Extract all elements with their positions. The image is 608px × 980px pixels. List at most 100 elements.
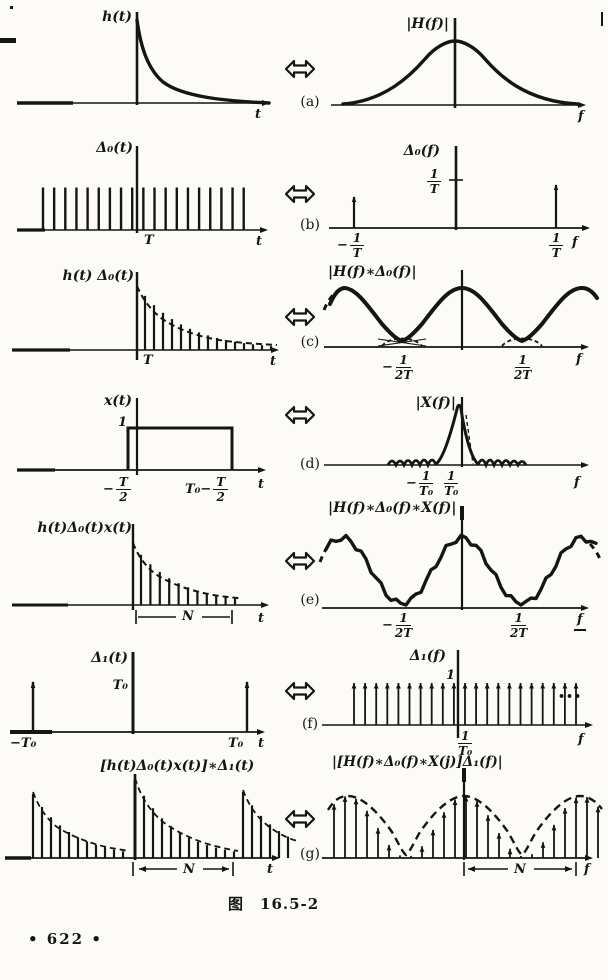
periodic-sample-trains [31, 792, 290, 858]
plot-e-right-graphic [318, 506, 603, 611]
plot-a-left-graphic [17, 12, 271, 106]
x-axis-label: t [258, 736, 265, 751]
tick-neg-fraction: − 1 2T [382, 611, 413, 640]
panel-title: h(t) Δ₀(t) [62, 268, 134, 284]
plot-g-left-graphic [5, 774, 298, 876]
dashed-envelope [326, 794, 603, 857]
span-label-N: N [182, 609, 194, 624]
axes [322, 506, 589, 611]
page-number: • 622 • [28, 930, 103, 948]
panel-f-time: Δ₁(t) T₀ −T₀ T₀ t [10, 648, 282, 770]
transform-pair-arrow-icon [284, 306, 316, 328]
panel-title: |H(f)| [406, 16, 449, 32]
tick-pos-label: T₀ [228, 736, 244, 751]
axes [10, 652, 265, 735]
transform-pair-arrow-icon [284, 404, 316, 426]
scan-mark [10, 6, 13, 9]
x-axis-label: t [258, 611, 265, 626]
plot-d-left-graphic [17, 398, 266, 475]
ellipsis: ••• [558, 690, 583, 703]
span-label-N: N [183, 862, 195, 877]
tick-pos-fraction: 1 T₀ [444, 469, 459, 498]
height-label: 1 [118, 415, 128, 430]
panel-title: |H(f)∗Δ₀(f)∗X(f)| [328, 500, 457, 516]
dashed-envelope [136, 285, 278, 346]
exponential-curve [135, 18, 271, 105]
height-label: T₀ [112, 678, 128, 693]
transform-pair-arrow-icon [284, 680, 316, 702]
panel-f-freq: Δ₁(f) 1 1 T₀ ••• f [318, 646, 605, 776]
dashed-curve-end [588, 542, 603, 562]
tick-pos-fraction: 1 T₀ [458, 729, 473, 758]
span-bracket [132, 862, 234, 876]
panel-a-time: h(t) t [15, 8, 280, 133]
dashed-curve-end [322, 287, 342, 311]
x-axis-label: f [574, 475, 580, 490]
axes [12, 524, 269, 610]
x-axis-label: f [574, 612, 586, 631]
tick-neg-fraction: − 1 2T [382, 353, 413, 382]
plot-b-left-graphic [17, 146, 268, 233]
transform-pair-arrow-icon [284, 183, 316, 205]
plot-d-right-graphic [324, 397, 589, 469]
tick-label-T: T [143, 353, 153, 368]
scan-mark [0, 38, 16, 43]
x-axis-label: f [578, 109, 584, 124]
sample-train [143, 295, 273, 350]
tick-pos-fraction: 1 2T [510, 611, 528, 640]
panel-title: |H(f)∗Δ₀(f)| [328, 264, 417, 280]
axes [331, 18, 586, 108]
x-axis-label: f [572, 235, 578, 250]
dashed-curve-end [318, 542, 332, 563]
plot-b-right-graphic [329, 146, 590, 231]
dashed-envelopes [32, 777, 298, 852]
height-label: 1 [446, 668, 456, 683]
bell-curve [341, 39, 579, 106]
row-label-e: (e) [300, 592, 320, 608]
row-label-d: (d) [300, 456, 320, 472]
x-axis-label: t [255, 107, 262, 122]
panel-title: Δ₁(t) [91, 650, 128, 666]
row-label-a: (a) [300, 94, 320, 110]
x-axis-label: t [256, 234, 263, 249]
panel-g-time: [h(t)Δ₀(t)x(t)]∗Δ₁(t) N t [5, 756, 298, 886]
figure-caption-number: 16.5-2 [260, 895, 320, 913]
axes [329, 146, 590, 231]
impulse-train [41, 187, 245, 230]
panel-c-time: h(t) Δ₀(t) T t [10, 266, 292, 388]
panel-title: Δ₁(f) [409, 648, 446, 664]
span-label-N: N [514, 862, 526, 877]
row-label-c: (c) [300, 334, 320, 350]
plot-c-right-graphic [322, 270, 599, 350]
periodic-spectrum-curve [328, 285, 599, 344]
figure-caption-prefix: 图 [228, 895, 245, 913]
figure-caption: 图 16.5-2 [228, 893, 319, 914]
panel-c-freq: |H(f)∗Δ₀(f)| − 1 2T 1 2T f [320, 262, 602, 394]
transform-pair-arrow-icon [284, 58, 316, 80]
panel-title: x(t) [103, 393, 132, 409]
panel-title: Δ₀(t) [96, 140, 133, 156]
impulses [351, 184, 559, 228]
axes [17, 398, 266, 475]
rippled-spectrum-curve [324, 533, 598, 607]
x-axis-label: f [576, 352, 582, 367]
panel-title: |[H(f)∗Δ₀(f)∗X(j)]Δ₁(f)| [332, 754, 503, 770]
row-label-f: (f) [301, 716, 319, 732]
row-label-b: (b) [300, 217, 320, 233]
impulses [30, 681, 250, 732]
span-bracket [135, 610, 233, 624]
plot-f-right-graphic [322, 650, 593, 738]
axes [324, 270, 589, 350]
panel-e-time: h(t)Δ₀(t)x(t) N t [10, 518, 282, 648]
axes [322, 768, 593, 861]
panel-g-freq: |[H(f)∗Δ₀(f)∗X(j)]Δ₁(f)| N f [318, 752, 608, 890]
x-axis-label: f [584, 862, 590, 877]
x-axis-label: t [258, 477, 265, 492]
tick-label-T: T [144, 233, 154, 248]
axes [17, 12, 270, 106]
